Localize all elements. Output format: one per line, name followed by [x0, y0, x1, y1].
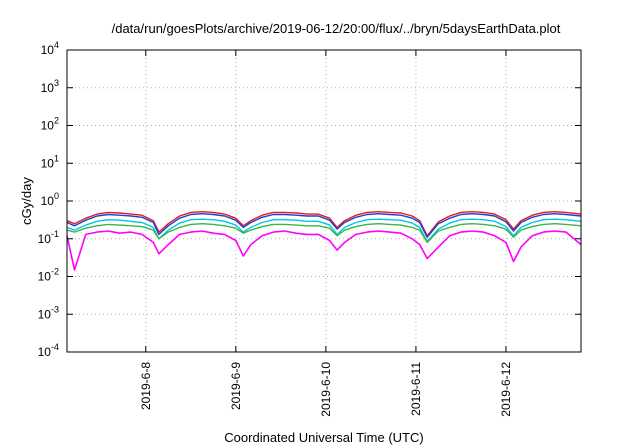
y-tick-label: 10-4	[38, 342, 59, 359]
y-tick-label: 104	[41, 40, 59, 57]
y-axis: 10-4 10-3 10-2 10-1 100 101 102 103 104	[38, 40, 581, 359]
series-line	[66, 230, 582, 271]
y-tick-label: 100	[41, 191, 59, 208]
series-line	[66, 212, 582, 238]
x-axis-label: Coordinated Universal Time (UTC)	[224, 430, 423, 445]
x-axis: 2019-6-8 2019-6-9 2019-6-10 2019-6-11 2019-6…	[139, 50, 513, 417]
series-line	[66, 218, 582, 243]
x-tick-label: 2019-6-12	[499, 362, 513, 417]
y-tick-label: 102	[41, 116, 59, 133]
y-tick-label: 101	[41, 153, 59, 170]
x-tick-label: 2019-6-11	[409, 362, 423, 416]
x-tick-label: 2019-6-10	[319, 362, 333, 417]
x-tick-label: 2019-6-9	[229, 362, 243, 410]
y-tick-label: 10-1	[38, 229, 59, 246]
series-line	[66, 222, 582, 244]
y-axis-label: cGy/day	[19, 177, 34, 225]
y-tick-label: 10-2	[38, 267, 59, 284]
series-line	[66, 210, 582, 237]
y-tick-label: 10-3	[38, 304, 59, 321]
chart-title: /data/run/goesPlots/archive/2019-06-12/2…	[112, 21, 561, 36]
gridlines	[67, 50, 581, 352]
data-series	[66, 210, 582, 271]
x-tick-label: 2019-6-8	[139, 362, 153, 410]
y-tick-label: 103	[41, 78, 59, 95]
